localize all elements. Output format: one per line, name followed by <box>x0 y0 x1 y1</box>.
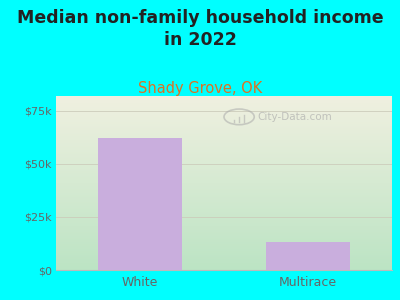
Bar <box>266 242 350 270</box>
Text: Shady Grove, OK: Shady Grove, OK <box>138 81 262 96</box>
Bar <box>98 138 182 270</box>
Text: Median non-family household income
in 2022: Median non-family household income in 20… <box>17 9 383 49</box>
Text: City-Data.com: City-Data.com <box>258 112 332 122</box>
